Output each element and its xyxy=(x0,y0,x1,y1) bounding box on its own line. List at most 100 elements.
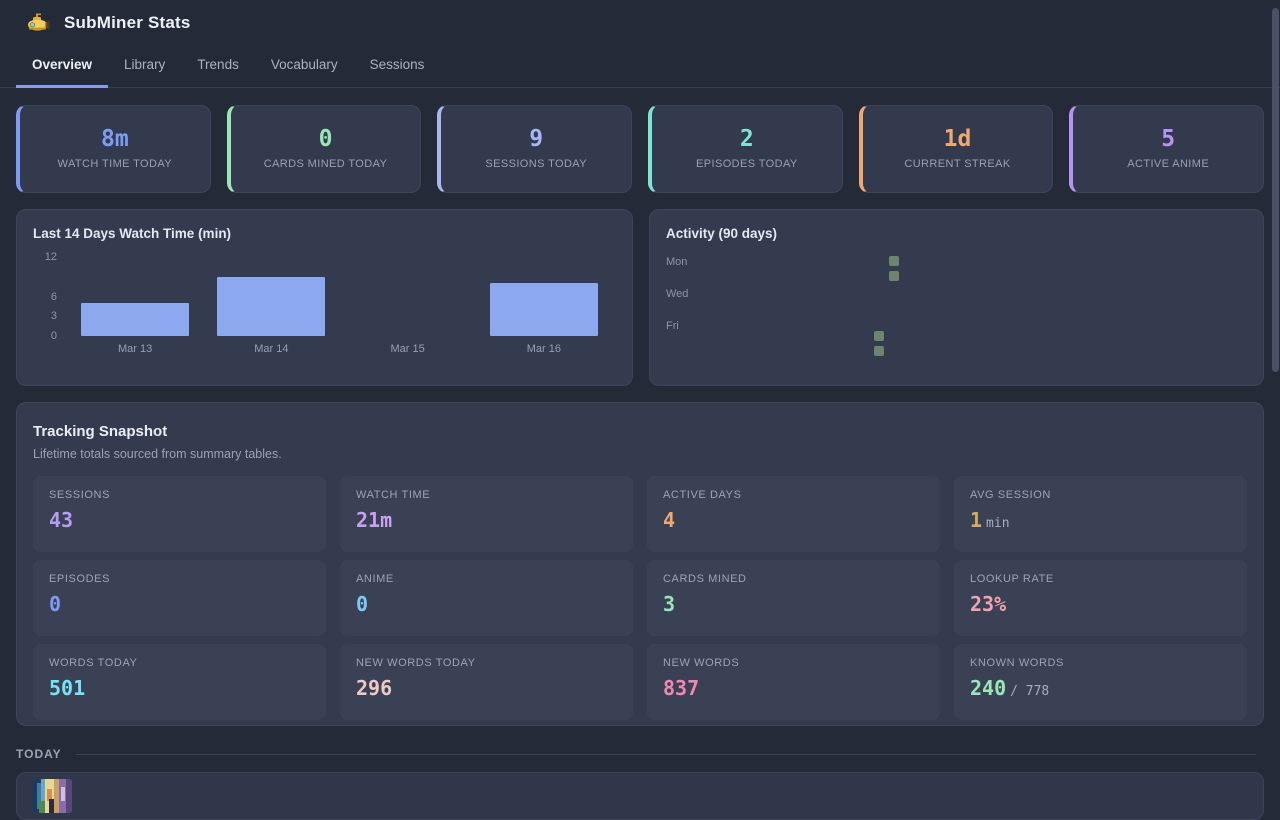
tracking-cell-anime: ANIME 0 xyxy=(340,560,633,636)
tracking-cell-number: 240 xyxy=(970,676,1007,700)
tracking-cell-sessions: SESSIONS 43 xyxy=(33,476,326,552)
tracking-cell-active-days: ACTIVE DAYS 4 xyxy=(647,476,940,552)
tracking-cell-suffix: / 778 xyxy=(1010,684,1050,699)
today-divider xyxy=(75,753,1256,755)
y-axis-tick: 0 xyxy=(50,330,57,342)
tracking-cell-label: LOOKUP RATE xyxy=(970,573,1054,585)
stat-label: WATCH TIME TODAY xyxy=(57,158,173,170)
tab-bar: Overview Library Trends Vocabulary Sessions xyxy=(0,45,1280,88)
tracking-cell-avg-session: AVG SESSION 1 min xyxy=(954,476,1247,552)
x-axis-label: Mar 15 xyxy=(390,343,425,355)
tracking-cell-number: 837 xyxy=(663,676,700,700)
stat-label: EPISODES TODAY xyxy=(696,158,798,170)
tracking-cell-lookup-rate: LOOKUP RATE 23% xyxy=(954,560,1247,636)
watch-time-chart-title: Last 14 Days Watch Time (min) xyxy=(33,226,232,241)
watch-time-bar xyxy=(217,276,326,336)
tracking-cell-value: 23% xyxy=(970,594,1231,614)
tracking-cell-label: NEW WORDS xyxy=(663,657,740,669)
tracking-cell-new-words: NEW WORDS 837 xyxy=(647,644,940,720)
app-header: SubMiner Stats xyxy=(0,0,1280,37)
tab-vocabulary[interactable]: Vocabulary xyxy=(255,45,354,88)
tracking-cell-value: 3 xyxy=(663,594,924,614)
stat-card-cards-mined-today: 0 CARDS MINED TODAY xyxy=(226,105,422,193)
tracking-cell-label: NEW WORDS TODAY xyxy=(356,657,476,669)
stat-card-episodes-today: 2 EPISODES TODAY xyxy=(648,105,843,193)
heatmap-active-cell xyxy=(874,346,884,356)
tracking-cell-new-words-today: NEW WORDS TODAY 296 xyxy=(340,644,633,720)
tracking-cell-number: 1 xyxy=(970,508,983,532)
stat-card-current-streak: 1d CURRENT STREAK xyxy=(858,105,1054,193)
stat-card-active-anime: 5 ACTIVE ANIME xyxy=(1069,105,1264,193)
tab-sessions[interactable]: Sessions xyxy=(354,45,441,88)
page-title: SubMiner Stats xyxy=(64,13,191,32)
bar-slot: Mar 16 xyxy=(476,257,612,355)
tracking-cell-episodes: EPISODES 0 xyxy=(33,560,326,636)
tracking-cell-value: 1 min xyxy=(970,510,1231,530)
stat-card-watch-time-today: 8m WATCH TIME TODAY xyxy=(16,105,211,193)
stat-value: 1d xyxy=(943,126,972,152)
y-axis-tick: 3 xyxy=(50,310,57,323)
tracking-cell-value: 240/ 778 xyxy=(970,678,1231,698)
tracking-cell-value: 501 xyxy=(49,678,310,698)
submarine-icon xyxy=(28,13,50,31)
stat-label: SESSIONS TODAY xyxy=(485,158,587,170)
tracking-cell-number: 0 xyxy=(356,592,369,616)
vertical-scrollbar[interactable] xyxy=(1272,8,1279,372)
today-label: TODAY xyxy=(16,747,62,761)
y-axis-tick: 12 xyxy=(44,251,57,263)
tracking-cell-value: 4 xyxy=(663,510,924,530)
charts-row: Last 14 Days Watch Time (min) 12 6 3 0 Mar 1… xyxy=(16,209,1264,386)
tracking-cell-watch-time: WATCH TIME 21m xyxy=(340,476,633,552)
stat-label: ACTIVE ANIME xyxy=(1127,158,1210,170)
watch-time-bar xyxy=(81,303,190,336)
tracking-grid: SESSIONS 43 WATCH TIME 21m ACTIVE DAYS 4 AVG S… xyxy=(33,476,1247,720)
bar-slot: Mar 14 xyxy=(203,257,339,355)
watch-time-plot: 12 6 3 0 Mar 13 Mar 14 Mar 15 Mar 16 xyxy=(45,251,612,355)
tracking-cell-label: CARDS MINED xyxy=(663,573,747,585)
tracking-cell-known-words: KNOWN WORDS 240/ 778 xyxy=(954,644,1247,720)
stat-value: 8m xyxy=(100,126,129,152)
tab-overview[interactable]: Overview xyxy=(16,45,109,88)
stat-cards-row: 8m WATCH TIME TODAY 0 CARDS MINED TODAY 9 SES… xyxy=(16,105,1264,193)
tracking-cell-label: KNOWN WORDS xyxy=(970,657,1064,669)
stat-label: CARDS MINED TODAY xyxy=(263,158,388,170)
activity-panel: Activity (90 days) Mon Wed Fri xyxy=(649,209,1264,386)
anime-thumbnail xyxy=(32,779,72,813)
x-axis-label: Mar 16 xyxy=(526,343,561,355)
heatmap-day-label: Fri xyxy=(666,320,679,332)
tracking-cell-value: 837 xyxy=(663,678,924,698)
today-session-card[interactable] xyxy=(16,772,1264,820)
bar-slot: Mar 13 xyxy=(67,257,203,355)
tracking-cell-number: 0 xyxy=(49,592,62,616)
x-axis-label: Mar 14 xyxy=(254,343,289,355)
tracking-cell-value: 0 xyxy=(49,594,310,614)
tracking-cell-value: 21m xyxy=(356,510,617,530)
today-section-header: TODAY xyxy=(16,747,1256,761)
bar-slot: Mar 15 xyxy=(340,257,476,355)
tracking-cell-cards-mined: CARDS MINED 3 xyxy=(647,560,940,636)
stat-value: 2 xyxy=(739,126,754,152)
tracking-cell-value: 296 xyxy=(356,678,617,698)
tab-trends[interactable]: Trends xyxy=(181,45,255,88)
tab-library[interactable]: Library xyxy=(108,45,181,88)
heatmap-day-label: Wed xyxy=(666,288,689,300)
tracking-cell-label: SESSIONS xyxy=(49,489,111,501)
stat-value: 0 xyxy=(318,126,333,152)
tracking-cell-number: 296 xyxy=(356,676,393,700)
watch-time-panel: Last 14 Days Watch Time (min) 12 6 3 0 Mar 1… xyxy=(16,209,633,386)
stat-value: 5 xyxy=(1161,126,1176,152)
tracking-cell-label: WATCH TIME xyxy=(356,489,431,501)
x-axis-label: Mar 13 xyxy=(118,343,153,355)
heatmap-day-label: Mon xyxy=(666,256,688,268)
tracking-snapshot-title: Tracking Snapshot xyxy=(33,423,168,440)
watch-time-bar xyxy=(489,283,598,336)
tracking-cell-label: ACTIVE DAYS xyxy=(663,489,742,501)
tracking-snapshot-subtitle: Lifetime totals sourced from summary tab… xyxy=(33,447,282,461)
tracking-cell-number: 21m xyxy=(356,508,393,532)
tracking-cell-value: 43 xyxy=(49,510,310,530)
tracking-cell-label: ANIME xyxy=(356,573,394,585)
y-axis-tick: 6 xyxy=(50,290,57,303)
stat-card-sessions-today: 9 SESSIONS TODAY xyxy=(437,105,632,193)
tracking-cell-label: AVG SESSION xyxy=(970,489,1051,501)
tracking-cell-label: WORDS TODAY xyxy=(49,657,138,669)
